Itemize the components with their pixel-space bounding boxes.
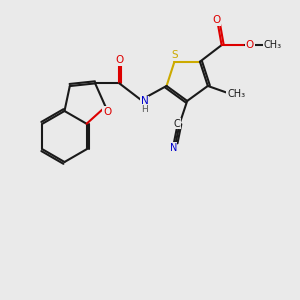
Text: N: N [141, 97, 148, 106]
Text: O: O [103, 107, 111, 117]
Text: N: N [169, 142, 177, 152]
Text: O: O [212, 15, 220, 25]
Text: CH₃: CH₃ [264, 40, 282, 50]
Text: O: O [246, 40, 254, 50]
Text: S: S [171, 50, 178, 60]
Text: CH₃: CH₃ [227, 88, 245, 99]
Text: C: C [174, 119, 181, 129]
Text: O: O [115, 55, 124, 65]
Text: H: H [141, 105, 148, 114]
